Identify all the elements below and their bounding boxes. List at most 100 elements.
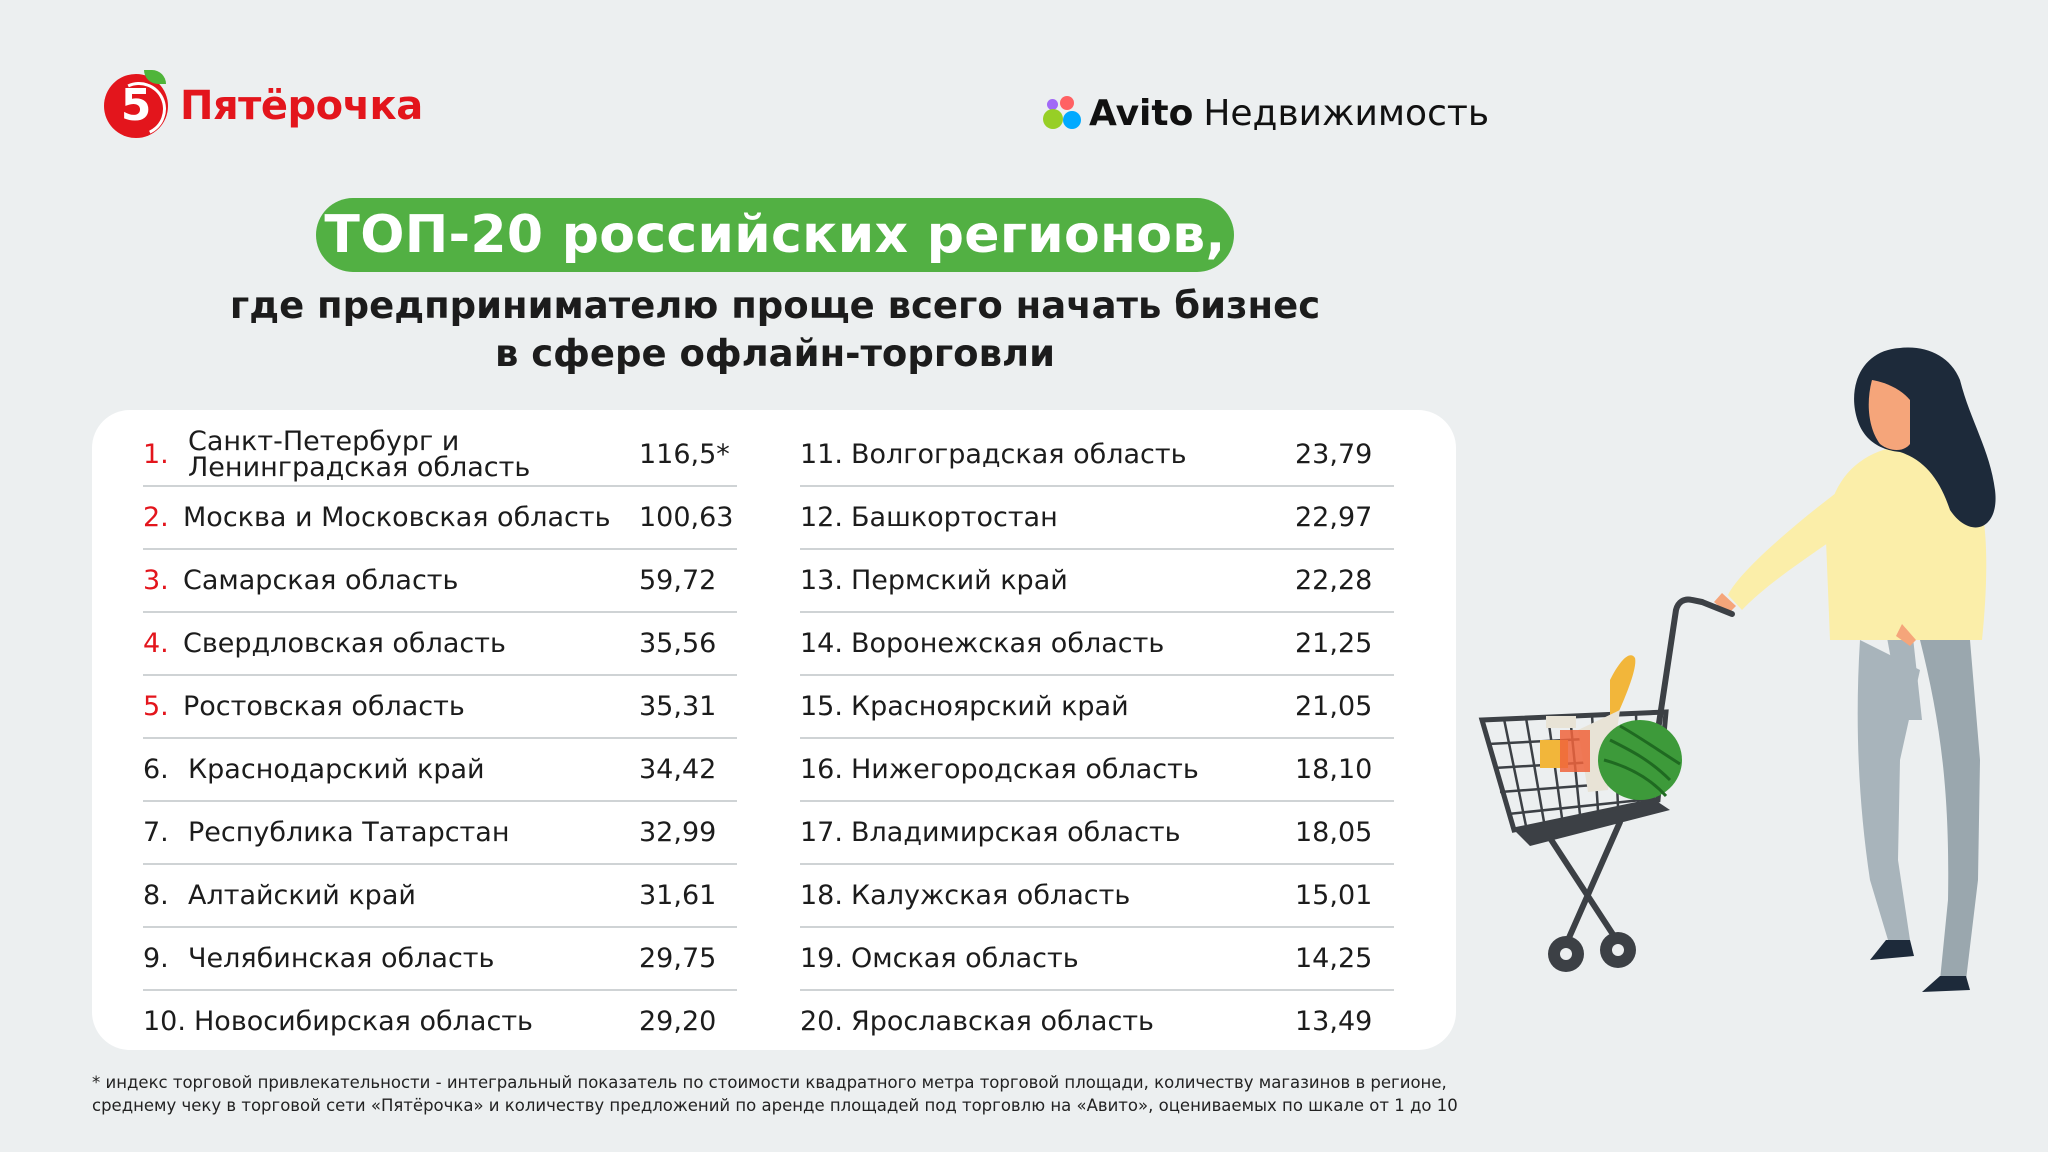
region-name: Волгоградская область [851, 439, 1187, 470]
ranking-row: 2. Москва и Московская область 100,63 [143, 487, 737, 550]
region-value: 116,5* [639, 439, 730, 470]
ranking-row: 6. Краснодарский край 34,42 [143, 739, 737, 802]
region-name: Владимирская область [851, 817, 1181, 848]
ranking-row: 1. Санкт-Петербург и Ленинградская област… [143, 424, 737, 487]
region-value: 59,72 [639, 565, 717, 596]
baguette-icon [1610, 655, 1636, 730]
ranking-row: 12. Башкортостан 22,97 [800, 487, 1394, 550]
region-name: Ростовская область [183, 691, 465, 722]
ranking-row: 16. Нижегородская область 18,10 [800, 739, 1394, 802]
five-logo-icon: 5 [104, 70, 168, 138]
subtitle-line-1: где предпринимателю проще всего начать б… [229, 284, 1321, 327]
pyaterochka-logo: 5 Пятёрочка [104, 70, 423, 140]
woman-shopping-cart-illustration [1478, 347, 1996, 992]
rank-number: 6. [143, 754, 169, 785]
title-pill: ТОП-20 российских регионов, [316, 198, 1234, 272]
region-value: 23,79 [1295, 439, 1373, 470]
region-value: 32,99 [639, 817, 717, 848]
ranking-row: 4. Свердловская область 35,56 [143, 613, 737, 676]
region-name: Алтайский край [188, 880, 416, 911]
ranking-row: 17. Владимирская область 18,05 [800, 802, 1394, 865]
rank-number: 10. [143, 1006, 186, 1037]
rank-number: 8. [143, 880, 169, 911]
footnote: * индекс торговой привлекательности - ин… [92, 1071, 1512, 1117]
avito-dots-icon [1043, 93, 1083, 133]
ranking-row: 14. Воронежская область 21,25 [800, 613, 1394, 676]
ranking-row: 7. Республика Татарстан 32,99 [143, 802, 737, 865]
ranking-row: 11. Волгоградская область 23,79 [800, 424, 1394, 487]
subtitle: где предпринимателю проще всего начать б… [180, 282, 1370, 378]
ranking-row: 20. Ярославская область 13,49 [800, 991, 1394, 1052]
region-value: 35,31 [639, 691, 717, 722]
region-value: 31,61 [639, 880, 717, 911]
region-name: Ярославская область [851, 1006, 1154, 1037]
region-value: 18,05 [1295, 817, 1373, 848]
ranking-row: 10. Новосибирская область 29,20 [143, 991, 737, 1052]
region-name: Самарская область [183, 565, 459, 596]
rank-number: 12. [800, 502, 843, 533]
subtitle-line-2: в сфере офлайн-торговли [494, 332, 1056, 375]
region-value: 21,05 [1295, 691, 1373, 722]
rank-number: 19. [800, 943, 843, 974]
region-value: 29,20 [639, 1006, 717, 1037]
rank-number: 17. [800, 817, 843, 848]
region-name: Калужская область [851, 880, 1131, 911]
left-shoe [1870, 940, 1914, 960]
region-name: Краснодарский край [188, 754, 485, 785]
region-name: Башкортостан [851, 502, 1058, 533]
avito-subbrand: Недвижимость [1203, 92, 1490, 134]
region-name: Челябинская область [188, 943, 495, 974]
rank-number: 16. [800, 754, 843, 785]
rank-number: 11. [800, 439, 843, 470]
rank-number: 5. [143, 691, 169, 722]
ranking-row: 19. Омская область 14,25 [800, 928, 1394, 991]
woman-legs [1857, 640, 1920, 940]
region-value: 100,63 [639, 502, 734, 533]
ranking-row: 3. Самарская область 59,72 [143, 550, 737, 613]
footnote-line-1: * индекс торговой привлекательности - ин… [92, 1073, 1447, 1092]
region-name: Воронежская область [851, 628, 1165, 659]
region-name: Новосибирская область [194, 1006, 533, 1037]
ranking-row: 13. Пермский край 22,28 [800, 550, 1394, 613]
region-name: Омская область [851, 943, 1079, 974]
region-value: 22,28 [1295, 565, 1373, 596]
region-name: Санкт-Петербург и Ленинградская область [188, 426, 531, 483]
region-value: 29,75 [639, 943, 717, 974]
ranking-row: 9. Челябинская область 29,75 [143, 928, 737, 991]
ranking-row: 8. Алтайский край 31,61 [143, 865, 737, 928]
avito-brand: Avito [1089, 92, 1194, 134]
region-name: Нижегородская область [851, 754, 1199, 785]
region-name: Красноярский край [851, 691, 1129, 722]
rank-number: 15. [800, 691, 843, 722]
region-value: 18,10 [1295, 754, 1373, 785]
right-shoe [1922, 976, 1970, 992]
region-value: 21,25 [1295, 628, 1373, 659]
avito-logo: Avito Недвижимость [1043, 90, 1489, 136]
region-value: 22,97 [1295, 502, 1373, 533]
ranking-card [92, 410, 1456, 1050]
region-value: 35,56 [639, 628, 717, 659]
ranking-column-right: 11. Волгоградская область 23,79 12. Башк… [800, 424, 1394, 1052]
region-name: Свердловская область [183, 628, 506, 659]
footnote-line-2: среднему чеку в торговой сети «Пятёрочка… [92, 1096, 1458, 1115]
ranking-row: 18. Калужская область 15,01 [800, 865, 1394, 928]
rank-number: 9. [143, 943, 169, 974]
rank-number: 18. [800, 880, 843, 911]
shopping-cart [1478, 655, 1682, 846]
region-value: 13,49 [1295, 1006, 1373, 1037]
rank-number: 14. [800, 628, 843, 659]
region-name: Республика Татарстан [188, 817, 510, 848]
pyaterochka-wordmark: Пятёрочка [180, 83, 423, 129]
region-value: 34,42 [639, 754, 717, 785]
watermelon-icon [1598, 720, 1682, 800]
ranking-column-left: 1. Санкт-Петербург и Ленинградская област… [143, 424, 737, 1052]
ranking-row: 15. Красноярский край 21,05 [800, 676, 1394, 739]
region-name: Пермский край [851, 565, 1068, 596]
region-name: Москва и Московская область [183, 502, 611, 533]
woman-face [1868, 380, 1910, 450]
rank-number: 20. [800, 1006, 843, 1037]
ranking-row: 5. Ростовская область 35,31 [143, 676, 737, 739]
rank-number: 7. [143, 817, 169, 848]
rank-number: 1. [143, 439, 169, 470]
rank-number: 13. [800, 565, 843, 596]
